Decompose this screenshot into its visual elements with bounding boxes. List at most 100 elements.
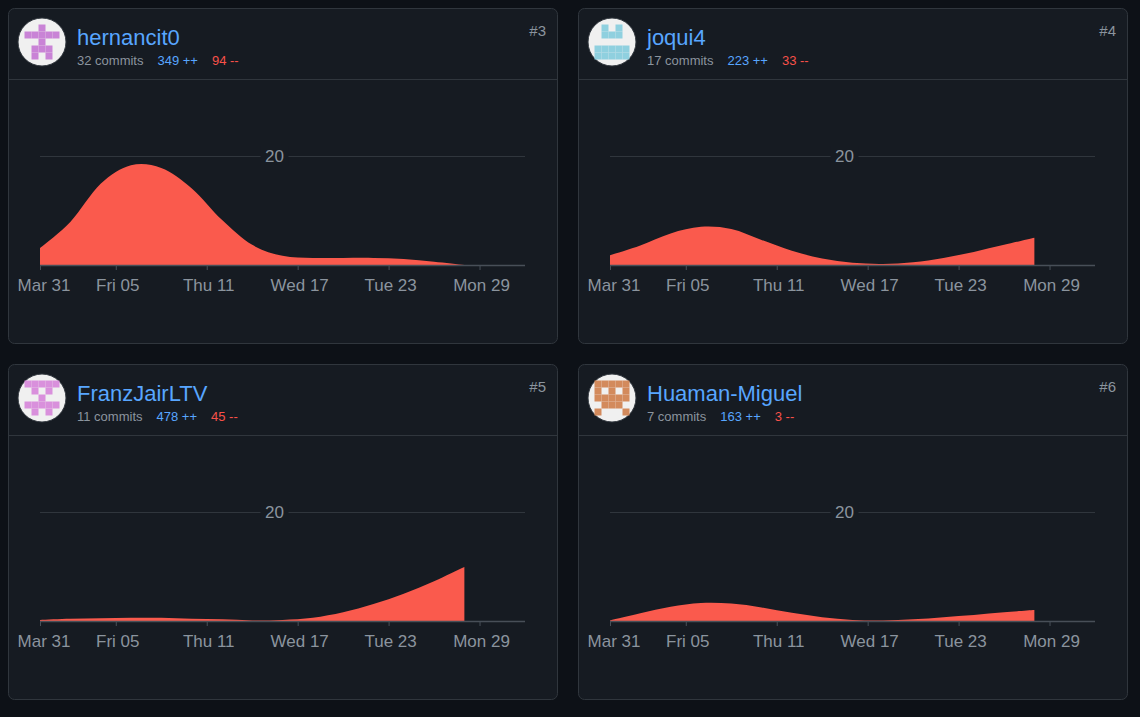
- plot-area: [40, 567, 464, 621]
- avatar-pixel: [609, 53, 616, 60]
- avatar-pixel: [616, 395, 623, 402]
- avatar-pixel: [32, 402, 39, 409]
- avatar-pixel: [46, 402, 53, 409]
- x-tick-label: Tue 23: [934, 632, 986, 651]
- x-tick: [959, 265, 960, 270]
- stat-additions: 163 ++: [720, 409, 761, 424]
- x-tick: [1050, 265, 1051, 270]
- avatar: [588, 374, 636, 422]
- stat-additions: 223 ++: [727, 53, 768, 68]
- avatar-pixel: [616, 402, 623, 409]
- avatar-pixel: [39, 32, 46, 39]
- x-tick: [480, 265, 481, 270]
- avatar-pixel: [46, 32, 53, 39]
- avatar-pixel: [32, 46, 39, 53]
- x-tick: [298, 265, 299, 270]
- avatar-pixel: [609, 388, 616, 395]
- x-tick: [116, 621, 117, 626]
- commit-area: [40, 164, 464, 265]
- avatar-pixel: [602, 53, 609, 60]
- avatar-pixel: [39, 46, 46, 53]
- avatar-pixel: [25, 381, 32, 388]
- stat-deletions: 3 --: [775, 409, 795, 424]
- x-tick-label: Thu 11: [753, 632, 805, 651]
- avatar-pixel: [609, 381, 616, 388]
- avatar-pixel: [39, 381, 46, 388]
- avatar-pixel: [623, 409, 630, 416]
- avatar-pixel: [623, 381, 630, 388]
- contributor-card: hernancit0#332 commits349 ++94 --20Mar 3…: [9, 9, 558, 344]
- header-divider: [9, 79, 558, 80]
- tick-label-bg: [831, 502, 859, 522]
- username: Huaman-Miguel: [647, 381, 802, 406]
- avatar-pixel: [623, 53, 630, 60]
- x-tick-label: Fri 05: [666, 632, 709, 651]
- avatar: [18, 18, 66, 66]
- tick-label-bg: [261, 146, 289, 166]
- avatar-pixel: [609, 46, 616, 53]
- rank: #4: [1099, 22, 1116, 39]
- x-tick: [686, 265, 687, 270]
- x-tick: [116, 265, 117, 270]
- avatar-pixel: [595, 395, 602, 402]
- contributor-card: FranzJairLTV#511 commits478 ++45 --20Mar…: [9, 365, 558, 700]
- x-axis: [610, 265, 1095, 267]
- avatar-pixel: [25, 402, 32, 409]
- avatar-pixel: [602, 46, 609, 53]
- card-frame: [9, 9, 558, 344]
- stat-commits: 32 commits: [77, 53, 144, 68]
- x-tick: [207, 621, 208, 626]
- avatar-pixel: [595, 388, 602, 395]
- x-tick-label: Mon 29: [1023, 276, 1080, 295]
- stat-deletions: 45 --: [211, 409, 238, 424]
- x-tick: [389, 265, 390, 270]
- x-tick-label: Thu 11: [183, 276, 235, 295]
- avatar-pixel: [616, 32, 623, 39]
- x-tick-label: Tue 23: [934, 276, 986, 295]
- x-tick-label: Mon 29: [453, 276, 510, 295]
- avatar-pixel: [602, 381, 609, 388]
- avatar-pixel: [595, 53, 602, 60]
- avatar-pixel: [32, 409, 39, 416]
- avatar-pixel: [623, 46, 630, 53]
- card-frame: [9, 365, 558, 700]
- stat-additions: 349 ++: [157, 53, 198, 68]
- x-tick-label: Mar 31: [588, 276, 641, 295]
- x-tick-label: Thu 11: [183, 632, 235, 651]
- x-tick: [777, 265, 778, 270]
- card-frame: [579, 365, 1128, 700]
- x-tick-label: Wed 17: [841, 276, 899, 295]
- x-tick-label: Tue 23: [364, 632, 416, 651]
- x-tick: [1050, 621, 1051, 626]
- x-tick-label: Fri 05: [666, 276, 709, 295]
- rank: #5: [529, 378, 546, 395]
- avatar-pixel: [46, 53, 53, 60]
- avatar-pixel: [32, 32, 39, 39]
- x-axis: [40, 265, 525, 267]
- x-tick-label: Wed 17: [841, 632, 899, 651]
- x-tick: [777, 621, 778, 626]
- tick-label-bg: [261, 502, 289, 522]
- avatar-pixel: [616, 25, 623, 32]
- username: FranzJairLTV: [77, 381, 208, 406]
- plot-area: [40, 164, 464, 265]
- commit-area: [610, 227, 1034, 265]
- x-tick-label: Wed 17: [271, 276, 329, 295]
- avatar-pixel: [609, 395, 616, 402]
- avatar-pixel: [595, 46, 602, 53]
- header-divider: [579, 79, 1128, 80]
- contributor-card: Huaman-Miguel#67 commits163 ++3 --20Mar …: [579, 365, 1128, 700]
- avatar-pixel: [53, 32, 60, 39]
- x-tick: [40, 265, 41, 270]
- x-tick-label: Mar 31: [18, 276, 71, 295]
- username: joqui4: [646, 25, 706, 50]
- stat-deletions: 33 --: [782, 53, 809, 68]
- username: hernancit0: [77, 25, 180, 50]
- stat-deletions: 94 --: [212, 53, 239, 68]
- plot-area: [610, 227, 1034, 265]
- avatar-pixel: [39, 39, 46, 46]
- avatar-pixel: [623, 395, 630, 402]
- avatar-pixel: [46, 46, 53, 53]
- rank: #6: [1099, 378, 1116, 395]
- stat-additions: 478 ++: [157, 409, 198, 424]
